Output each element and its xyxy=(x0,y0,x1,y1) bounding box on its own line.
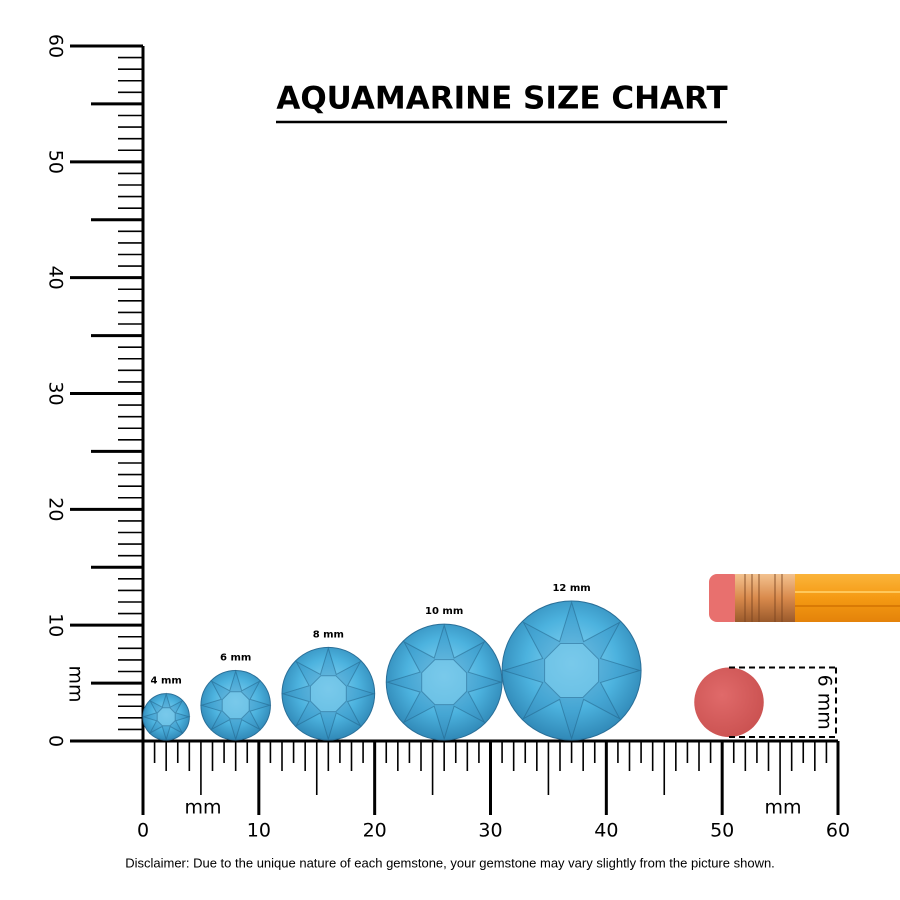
y-tick-label: 10 xyxy=(45,613,67,637)
ruler: 0 0 10 10 20 20 30 30 40 40 50 50 60 60 mm mm mm xyxy=(44,34,850,842)
pencil-ferrule xyxy=(735,574,797,622)
x-tick-label: 10 xyxy=(247,820,271,842)
gem-label: 12 mm xyxy=(552,583,590,594)
gem-label: 4 mm xyxy=(151,676,182,687)
reference: 6 mm xyxy=(694,666,837,738)
x-unit-label: mm xyxy=(764,797,801,819)
reference-label: 6 mm xyxy=(814,675,836,730)
gems: 4 mm 6 mm 8 mm 10 mm 12 mm xyxy=(141,583,642,742)
gem-table xyxy=(421,659,468,706)
x-tick-label: 60 xyxy=(826,820,850,842)
y-tick-label: 40 xyxy=(45,266,67,290)
title: AQUAMARINE SIZE CHART xyxy=(276,81,727,117)
y-unit-label: mm xyxy=(65,665,87,702)
x-tick-label: 20 xyxy=(363,820,387,842)
gem-table xyxy=(156,707,176,727)
pencil xyxy=(709,574,900,622)
pencil-body xyxy=(795,574,900,622)
pencil-eraser xyxy=(709,574,741,622)
gem: 10 mm xyxy=(385,606,503,741)
gem-label: 8 mm xyxy=(313,629,344,640)
gem-table xyxy=(221,691,250,720)
gem: 6 mm xyxy=(199,653,272,742)
y-tick-label: 30 xyxy=(45,381,67,405)
gem-table xyxy=(309,675,347,713)
eraser-circle xyxy=(694,667,764,737)
x-tick-label: 30 xyxy=(478,820,502,842)
disclaimer: Disclaimer: Due to the unique nature of … xyxy=(125,855,775,870)
y-tick-label: 0 xyxy=(45,735,67,747)
gem-label: 10 mm xyxy=(425,606,463,617)
y-tick-label: 60 xyxy=(45,34,67,58)
gem-table xyxy=(544,643,600,698)
gem-label: 6 mm xyxy=(220,653,251,664)
y-tick-label: 20 xyxy=(44,497,66,521)
x-tick-label: 50 xyxy=(710,820,734,842)
gem: 4 mm xyxy=(141,676,191,742)
x-tick-label: 40 xyxy=(594,820,618,842)
x-tick-label: 0 xyxy=(137,820,149,842)
gem: 8 mm xyxy=(281,629,376,741)
gem: 12 mm xyxy=(501,583,642,741)
y-tick-label: 50 xyxy=(45,150,67,174)
x-unit-label: mm xyxy=(184,797,221,819)
